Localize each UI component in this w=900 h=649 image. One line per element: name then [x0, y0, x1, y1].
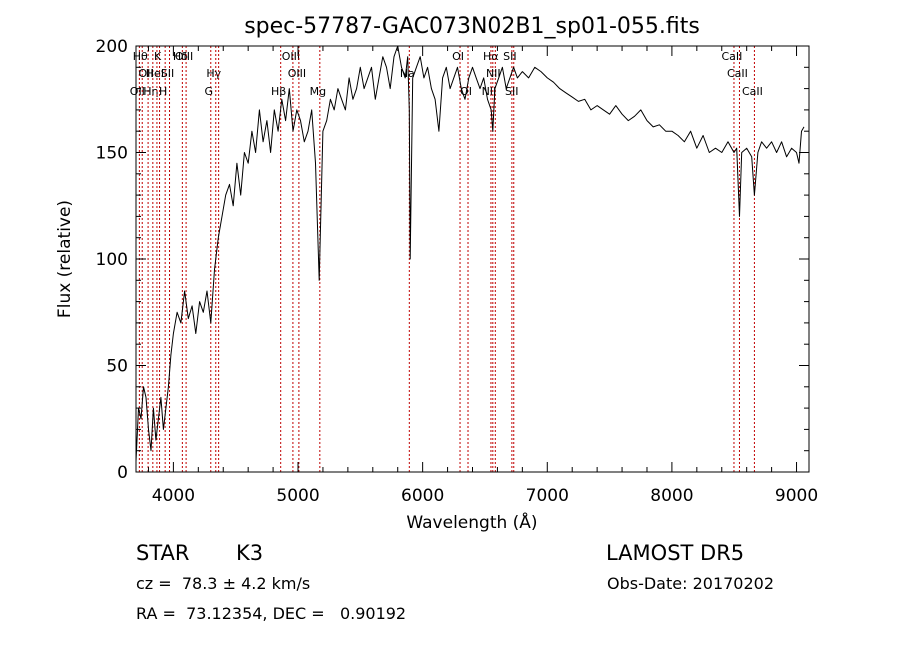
- y-tick-label: 0: [117, 463, 128, 483]
- obs-date: Obs-Date: 20170202: [607, 574, 775, 593]
- line-marker-label: SII: [503, 50, 516, 63]
- x-tick-label: 5000: [276, 486, 319, 506]
- line-marker-label: CaII: [722, 50, 743, 63]
- line-marker-label: OIII: [288, 67, 306, 80]
- line-marker-label: Hθ: [133, 50, 148, 63]
- x-tick-label: 6000: [401, 486, 444, 506]
- line-marker-label: Na: [400, 67, 415, 80]
- line-marker-label: Hγ: [206, 67, 221, 80]
- survey-name: LAMOST DR5: [606, 541, 745, 565]
- plot-frame: [135, 45, 810, 473]
- line-marker-label: CaII: [742, 85, 763, 98]
- line-marker-label: K: [154, 50, 162, 63]
- line-marker-label: Hβ: [271, 85, 286, 98]
- line-marker-label: NII: [486, 67, 501, 80]
- line-marker-label: G: [205, 85, 214, 98]
- y-axis-label: Flux (relative): [55, 200, 75, 318]
- line-marker-label: OII: [139, 67, 154, 80]
- y-tick-label: 200: [96, 37, 128, 57]
- line-marker-label: Hη: [143, 85, 158, 98]
- x-tick-label: 4000: [152, 486, 195, 506]
- object-class: STAR: [136, 541, 190, 565]
- x-tick-label: 8000: [650, 486, 693, 506]
- x-tick-label: 9000: [775, 486, 818, 506]
- line-marker-label: SII: [161, 67, 174, 80]
- line-marker-label: OIII: [175, 50, 193, 63]
- x-tick-label: 7000: [526, 486, 569, 506]
- object-subclass: K3: [236, 541, 264, 565]
- line-marker-label: H: [159, 85, 167, 98]
- y-tick-label: 150: [96, 144, 128, 164]
- axis-ticks: 4000 5000 6000 7000 8000 9000 0 50 100 150 200: [96, 37, 819, 506]
- line-marker-label: Mg: [310, 85, 326, 98]
- line-marker-label: OII: [130, 85, 145, 98]
- line-marker-label: OI: [452, 50, 464, 63]
- spectrum-series: [135, 45, 805, 462]
- x-axis-label: Wavelength (Å): [406, 511, 537, 533]
- redshift-readout: cz = 78.3 ± 4.2 km/s: [136, 574, 311, 593]
- line-marker-label: CaII: [727, 67, 748, 80]
- spectrum-line: [135, 45, 805, 462]
- coordinates-readout: RA = 73.12354, DEC = 0.90192: [136, 604, 407, 623]
- line-markers: OIIHθOIIHηHeIKHSIIHδOIIIGHγHβOIIIOIIIMgN…: [130, 46, 763, 472]
- line-marker-label: OIII: [282, 50, 300, 63]
- chart-title: spec-57787-GAC073N02B1_sp01-055.fits: [244, 14, 700, 39]
- line-marker-label: Hα: [483, 50, 499, 63]
- y-tick-label: 100: [96, 250, 128, 270]
- line-marker-label: SII: [505, 85, 518, 98]
- line-marker-label: Hδ: [173, 50, 188, 63]
- y-tick-label: 50: [106, 357, 128, 377]
